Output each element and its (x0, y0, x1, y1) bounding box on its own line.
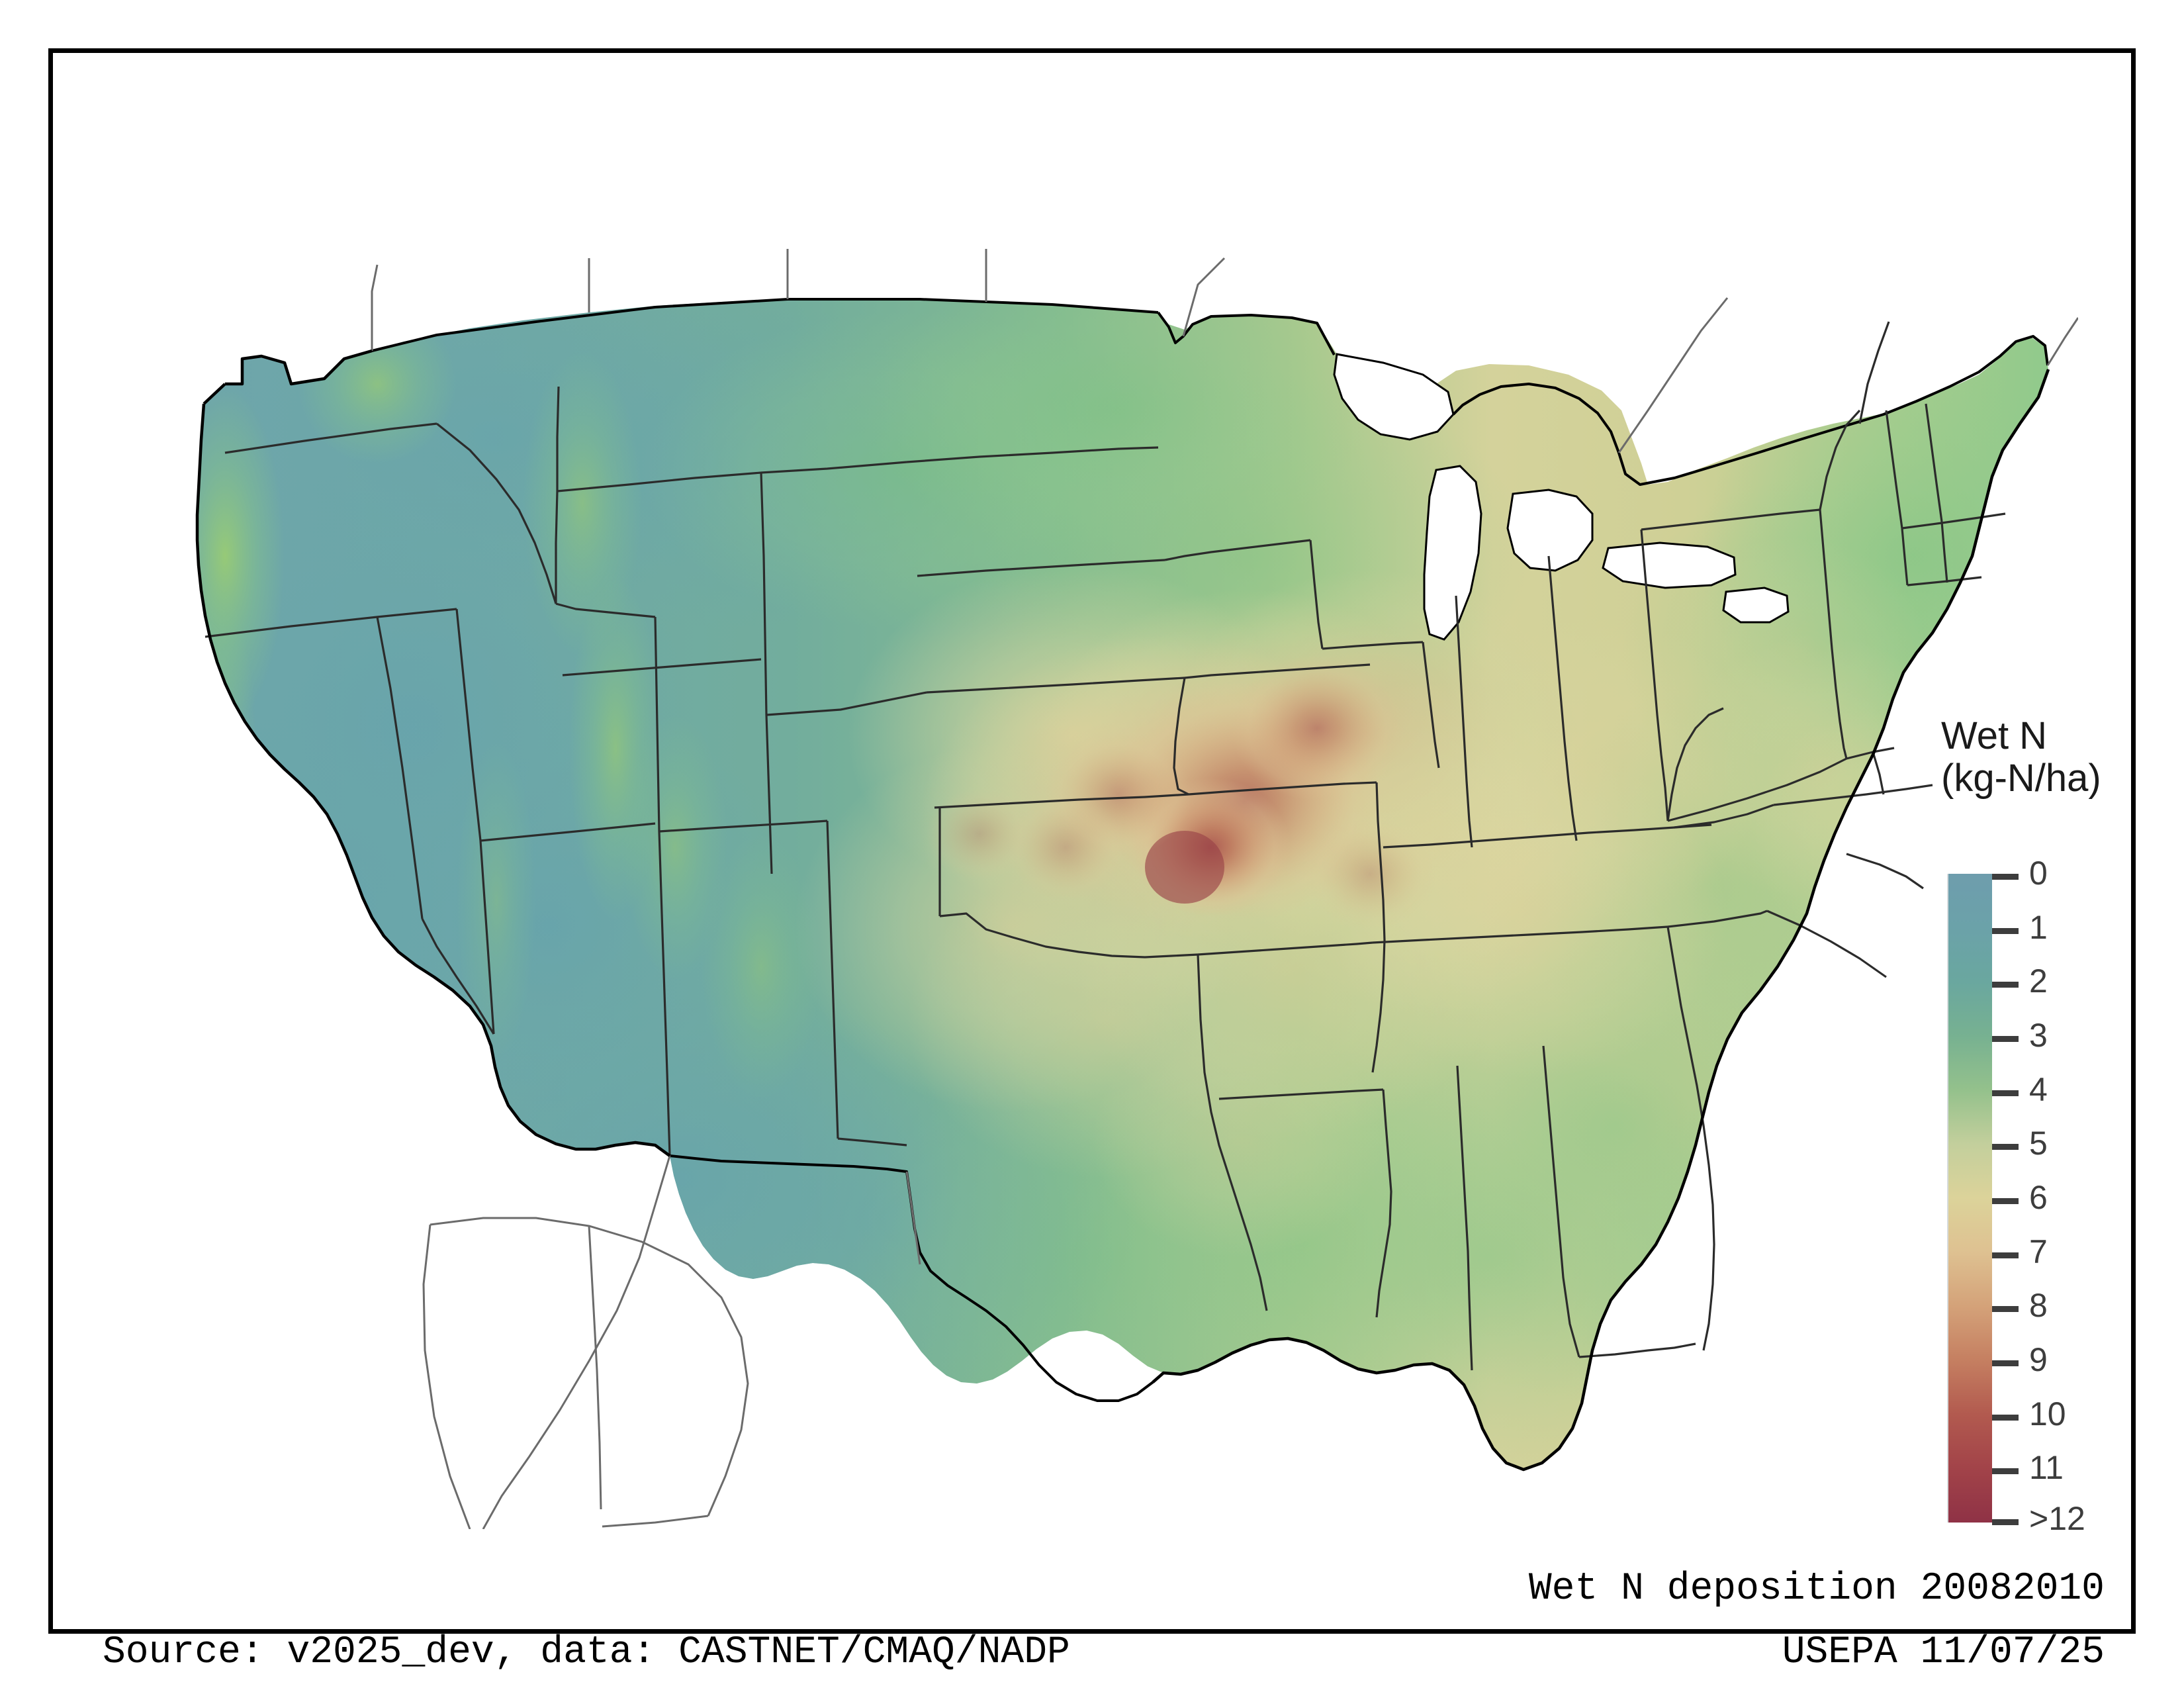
colorbar-tick-11 (1992, 1468, 2019, 1475)
legend-title: Wet N (kg-N/ha) (1941, 714, 2101, 800)
colorbar-label-9: 9 (2029, 1341, 2048, 1378)
map-title-caption: Wet N deposition 20082010 (1528, 1568, 2105, 1611)
colorbar-tick-4 (1992, 1090, 2019, 1096)
colorbar-tick-10 (1992, 1414, 2019, 1421)
colorbar-label-8: 8 (2029, 1287, 2048, 1325)
colorbar-tick-7 (1992, 1252, 2019, 1258)
colorbar-tick-1 (1992, 927, 2019, 934)
colorbar-tick-3 (1992, 1036, 2019, 1042)
colorbar-tick-5 (1992, 1144, 2019, 1150)
state-boundaries (205, 321, 2006, 1371)
colorbar-label-2: 2 (2029, 962, 2048, 1000)
colorbar-tick-6 (1992, 1198, 2019, 1204)
colorbar-label-0: 0 (2029, 855, 2048, 892)
colorbar-tick-12 (1992, 1519, 2019, 1525)
figure-frame: Wet N (kg-N/ha) 0 1 2 3 4 5 6 7 8 (48, 48, 2136, 1673)
colorbar-label-12: >12 (2029, 1500, 2085, 1537)
colorbar-label-7: 7 (2029, 1233, 2048, 1270)
colorbar-label-6: 6 (2029, 1179, 2048, 1216)
colorbar-gradient (1947, 874, 1992, 1523)
legend: Wet N (kg-N/ha) 0 1 2 3 4 5 6 7 8 (1936, 715, 2184, 1569)
colorbar-label-5: 5 (2029, 1125, 2048, 1162)
deposition-map (126, 185, 2078, 1529)
colorbar-label-4: 4 (2029, 1070, 2048, 1108)
source-caption: Source: v2025_dev, data: CASTNET/CMAQ/NA… (103, 1631, 1070, 1674)
map-panel (126, 185, 2078, 1529)
great-lakes (1333, 353, 1790, 641)
colorbar-tick-0 (1992, 874, 2019, 880)
colorbar-tick-2 (1992, 982, 2019, 988)
neighbour-outlines (371, 249, 2078, 1529)
national-borders (371, 298, 2049, 1402)
agency-date-caption: USEPA 11/07/25 (1782, 1631, 2105, 1674)
colorbar-label-10: 10 (2029, 1395, 2066, 1432)
coastline (195, 349, 2050, 1472)
colorbar-label-11: 11 (2029, 1449, 2064, 1487)
colorbar-label-3: 3 (2029, 1017, 2048, 1054)
colorbar-tick-9 (1992, 1360, 2019, 1366)
colorbar: 0 1 2 3 4 5 6 7 8 9 10 11 >12 (1947, 857, 2184, 1537)
colorbar-label-1: 1 (2029, 908, 2048, 946)
colorbar-tick-8 (1992, 1306, 2019, 1313)
